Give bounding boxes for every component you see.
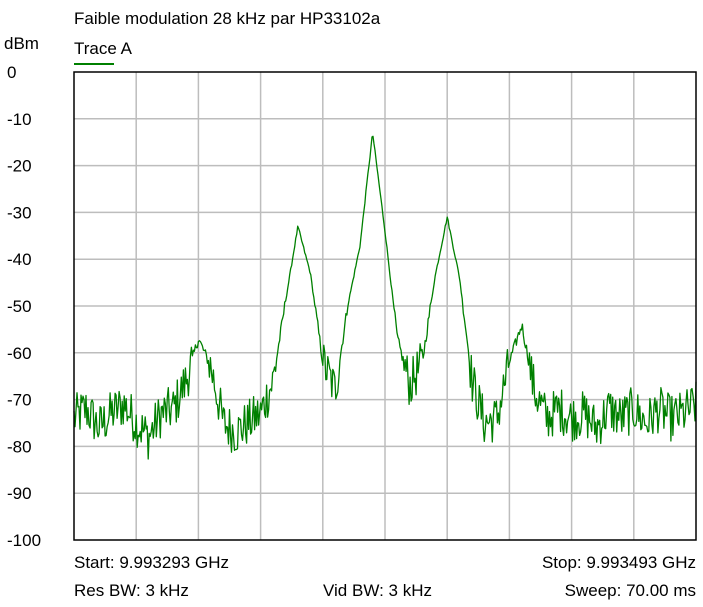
y-tick-label: -70: [7, 391, 32, 410]
y-tick-label: 0: [7, 63, 16, 82]
y-tick-label: -80: [7, 437, 32, 456]
video-bandwidth: Vid BW: 3 kHz: [323, 581, 432, 600]
y-tick-labels: 0 -10 -20 -30 -40 -50 -60 -70 -80 -90 -100: [7, 63, 41, 550]
plot-frame: [73, 71, 697, 541]
y-tick-label: -40: [7, 250, 32, 269]
legend-line-trace-a: [74, 63, 114, 65]
legend-label-trace-a: Trace A: [74, 39, 132, 58]
chart-title: Faible modulation 28 kHz par HP33102a: [74, 9, 381, 28]
y-tick-label: -10: [7, 110, 32, 129]
y-tick-label: -20: [7, 157, 32, 176]
y-tick-label: -60: [7, 344, 32, 363]
y-tick-label: -50: [7, 297, 32, 316]
stop-frequency: Stop: 9.993493 GHz: [541, 553, 696, 572]
sweep-time: Sweep: 70.00 ms: [564, 581, 696, 600]
y-tick-label: -100: [7, 531, 41, 550]
resolution-bandwidth: Res BW: 3 kHz: [74, 581, 189, 600]
y-tick-label: -30: [7, 203, 32, 222]
start-frequency: Start: 9.993293 GHz: [74, 553, 229, 572]
y-axis-unit-label: dBm: [4, 34, 39, 53]
plot-grid: [74, 72, 696, 540]
trace-a-line: [73, 135, 697, 460]
y-tick-label: -90: [7, 484, 32, 503]
